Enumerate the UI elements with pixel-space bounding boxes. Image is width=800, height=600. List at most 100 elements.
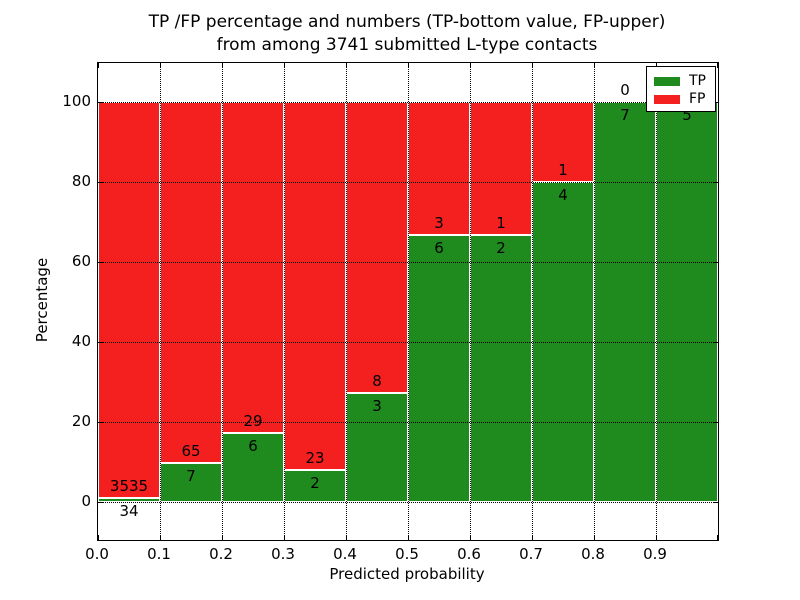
tp-count-label: 7 — [620, 106, 630, 124]
x-tick-label: 0.1 — [147, 545, 171, 563]
x-tick-mark — [408, 63, 409, 68]
y-tick-mark — [98, 262, 103, 263]
x-tick-mark — [346, 535, 347, 540]
x-tick-mark — [284, 63, 285, 68]
fp-count-label: 1 — [558, 161, 568, 179]
x-tick-mark — [594, 63, 595, 68]
tp-count-label: 3 — [372, 396, 382, 415]
x-tick-mark — [160, 535, 161, 540]
x-tick-mark — [717, 63, 718, 68]
vertical-gridline — [408, 63, 409, 540]
y-tick-mark — [98, 182, 103, 183]
bar-tp-segment — [594, 102, 656, 502]
tp-count-label: 2 — [310, 474, 320, 492]
x-tick-label: 0.2 — [209, 545, 233, 563]
tp-count-label: 2 — [496, 239, 506, 258]
legend-label-fp: FP — [689, 91, 706, 107]
fp-count-label: 0 — [620, 81, 630, 99]
bar-tp-segment — [470, 235, 532, 502]
x-tick-mark — [222, 63, 223, 68]
bar-fp-segment — [532, 102, 594, 182]
tp-swatch-icon — [654, 76, 680, 86]
x-tick-mark — [656, 535, 657, 540]
legend-row-tp: TP — [654, 72, 715, 90]
bar-fp-segment — [346, 102, 408, 393]
y-tick-mark — [98, 102, 103, 103]
fp-count-label: 23 — [305, 449, 325, 467]
y-tick-mark — [713, 422, 718, 423]
tp-count-label: 6 — [248, 437, 258, 456]
tp-count-label: 4 — [558, 186, 568, 204]
bar-tp-segment — [98, 498, 160, 502]
bar-tp-segment — [656, 102, 718, 502]
vertical-gridline — [160, 63, 161, 540]
x-tick-mark — [98, 63, 99, 68]
legend-row-fp: FP — [654, 90, 715, 108]
y-tick-mark — [713, 262, 718, 263]
tp-count-label: 6 — [434, 239, 444, 258]
vertical-gridline — [222, 63, 223, 540]
bar-fp-segment — [284, 102, 346, 470]
x-tick-mark — [470, 63, 471, 68]
vertical-gridline — [346, 63, 347, 540]
y-tick-label: 80 — [71, 172, 91, 190]
fp-count-label: 3 — [434, 214, 444, 233]
y-tick-mark — [98, 422, 103, 423]
x-tick-label: 0.8 — [581, 545, 605, 563]
vertical-gridline — [594, 63, 595, 540]
bar-fp-segment — [470, 102, 532, 236]
x-tick-mark — [284, 535, 285, 540]
tp-count-label: 7 — [186, 467, 196, 486]
y-tick-mark — [713, 502, 718, 503]
x-tick-label: 0.5 — [395, 545, 419, 563]
vertical-gridline — [532, 63, 533, 540]
bar-fp-segment — [222, 102, 284, 434]
y-tick-label: 100 — [62, 92, 91, 110]
x-tick-mark — [656, 63, 657, 68]
x-tick-label: 0.6 — [457, 545, 481, 563]
fp-count-label: 3535 — [109, 477, 149, 496]
x-tick-mark — [98, 535, 99, 540]
bar-tp-segment — [160, 463, 222, 502]
chart-title-line1: TP /FP percentage and numbers (TP-bottom… — [148, 12, 666, 32]
legend: TP FP — [646, 66, 716, 112]
x-tick-mark — [532, 63, 533, 68]
y-tick-label: 0 — [81, 492, 91, 510]
bar-fp-segment — [160, 102, 222, 464]
x-tick-label: 0.0 — [85, 545, 109, 563]
vertical-gridline — [284, 63, 285, 540]
y-tick-mark — [713, 182, 718, 183]
tp-count-label: 34 — [119, 502, 139, 521]
y-tick-mark — [713, 342, 718, 343]
x-tick-label: 0.4 — [333, 545, 357, 563]
bar-tp-segment — [284, 470, 346, 502]
y-tick-mark — [98, 342, 103, 343]
plot-area: 353534657296232833612140705 — [97, 62, 719, 541]
y-tick-label: 40 — [71, 332, 91, 350]
x-tick-label: 0.3 — [271, 545, 295, 563]
fp-count-label: 65 — [181, 442, 201, 461]
y-tick-label: 20 — [71, 412, 91, 430]
x-tick-mark — [717, 535, 718, 540]
x-tick-mark — [408, 535, 409, 540]
bar-tp-segment — [408, 235, 470, 502]
x-tick-label: 0.9 — [643, 545, 667, 563]
fp-count-label: 1 — [496, 214, 506, 233]
bar-tp-segment — [346, 392, 408, 502]
legend-label-tp: TP — [689, 73, 706, 89]
vertical-gridline — [656, 63, 657, 540]
fp-count-label: 8 — [372, 371, 382, 390]
x-tick-mark — [594, 535, 595, 540]
x-tick-mark — [470, 535, 471, 540]
y-axis-label: Percentage — [33, 257, 51, 343]
x-tick-mark — [160, 63, 161, 68]
y-tick-mark — [98, 502, 103, 503]
chart-title-line2: from among 3741 submitted L-type contact… — [216, 35, 598, 55]
x-tick-mark — [532, 535, 533, 540]
fp-swatch-icon — [654, 94, 680, 104]
vertical-gridline — [470, 63, 471, 540]
y-tick-label: 60 — [71, 252, 91, 270]
x-tick-mark — [346, 63, 347, 68]
x-axis-label: Predicted probability — [329, 565, 485, 583]
